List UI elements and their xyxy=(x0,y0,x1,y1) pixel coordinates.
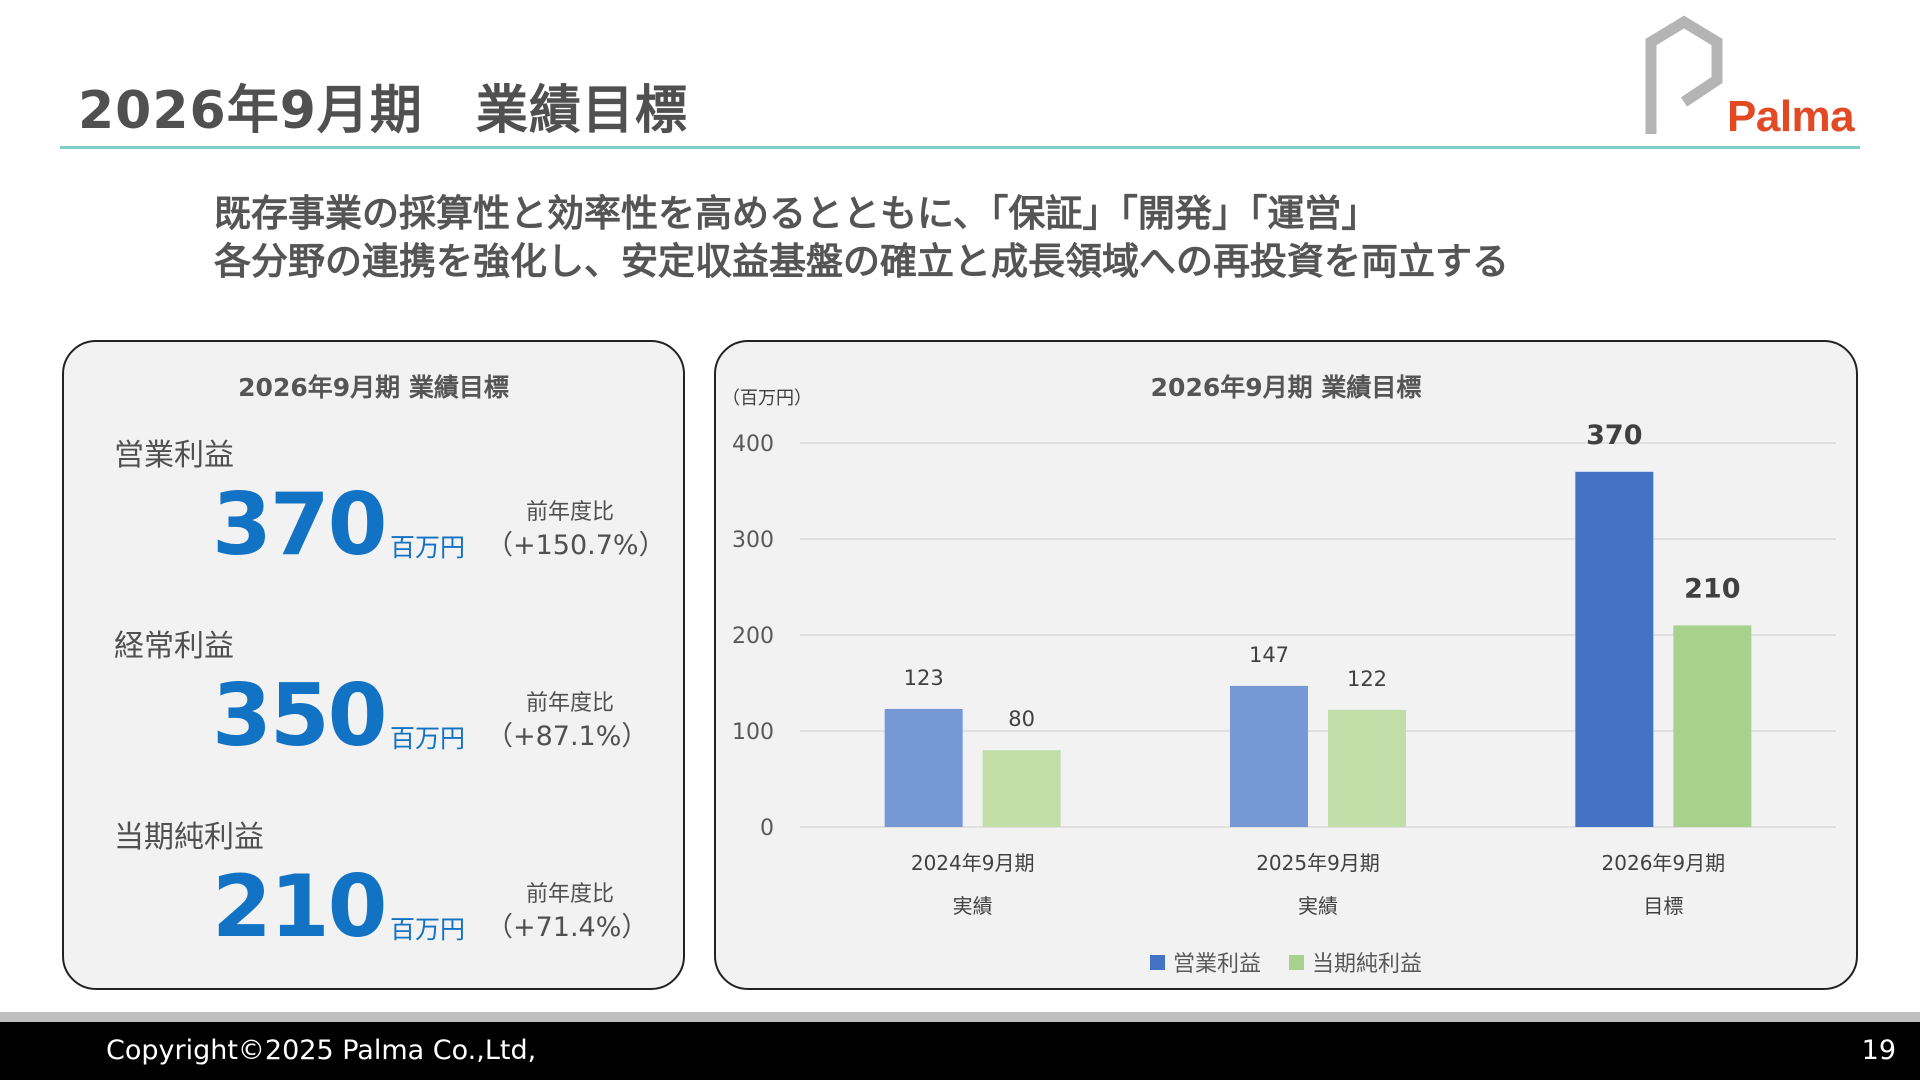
bar xyxy=(1575,471,1654,827)
y-tick-label: 0 xyxy=(760,816,774,841)
kpi-label: 当期純利益 xyxy=(114,820,264,855)
legend-label: 当期純利益 xyxy=(1312,952,1423,977)
footer-stripe xyxy=(0,1012,1920,1022)
bar xyxy=(1673,625,1752,827)
y-tick-label: 300 xyxy=(732,528,774,553)
footer: Copyright©2025 Palma Co.,Ltd, 19 xyxy=(0,1022,1920,1080)
y-tick-label: 100 xyxy=(732,720,774,745)
y-tick-label: 400 xyxy=(732,432,774,457)
data-label: 370 xyxy=(1586,420,1642,451)
subtitle-line-2: 各分野の連携を強化し、安定収益基盤の確立と成長領域への再投資を両立する xyxy=(214,240,1509,283)
data-label: 80 xyxy=(1008,707,1035,731)
subtitle-line-1: 既存事業の採算性と効率性を高めるとともに、「保証」「開発」「運営」 xyxy=(214,192,1379,235)
chart-panel: 2026年9月期 業績目標 （百万円） 0 100 200 300 400 123 80 202… xyxy=(714,340,1858,990)
chart-legend: 営業利益 当期純利益 xyxy=(716,946,1856,978)
kpi-value: 350 xyxy=(212,666,388,766)
bar-chart: （百万円）0100200300400123802024年9月期実績1471222… xyxy=(722,388,1836,918)
data-label: 147 xyxy=(1249,643,1289,667)
x-tick-label: 2024年9月期 xyxy=(911,851,1035,875)
data-label: 123 xyxy=(904,666,944,690)
title-divider xyxy=(60,146,1860,149)
kpi-compare-value: （+71.4%） xyxy=(486,912,649,943)
legend-item-operating-profit: 営業利益 xyxy=(1149,946,1261,978)
kpi-unit: 百万円 xyxy=(390,724,466,753)
kpi-compare-label: 前年度比 xyxy=(526,691,615,716)
x-tick-sublabel: 実績 xyxy=(1298,894,1338,918)
kpi-label: 営業利益 xyxy=(114,438,234,473)
palma-logo-icon xyxy=(1645,15,1723,134)
bar xyxy=(884,708,963,827)
kpi-value: 210 xyxy=(212,857,388,957)
kpi-compare-label: 前年度比 xyxy=(526,882,615,907)
kpi-value: 370 xyxy=(212,475,388,575)
subtitle: 既存事業の採算性と効率性を高めるとともに、「保証」「開発」「運営」 各分野の連携… xyxy=(214,190,1509,286)
legend-label: 営業利益 xyxy=(1172,952,1261,977)
kpi-unit: 百万円 xyxy=(390,915,466,944)
kpi-compare-value: （+87.1%） xyxy=(486,721,649,752)
x-tick-sublabel: 実績 xyxy=(953,894,993,918)
x-tick-sublabel: 目標 xyxy=(1643,894,1683,918)
y-axis-unit-label: （百万円） xyxy=(722,388,812,409)
page-number: 19 xyxy=(1861,1035,1896,1066)
kpi-compare-label: 前年度比 xyxy=(526,500,615,525)
bar xyxy=(1328,709,1406,827)
data-label: 210 xyxy=(1684,573,1740,604)
kpi-label: 経常利益 xyxy=(114,629,234,664)
data-label: 122 xyxy=(1347,667,1387,691)
logo-text: Palma xyxy=(1727,92,1855,141)
kpi-panel: 2026年9月期 業績目標 営業利益 370 百万円 前年度比 （+150.7%… xyxy=(62,340,685,990)
x-tick-label: 2026年9月期 xyxy=(1602,851,1726,875)
legend-swatch xyxy=(1149,954,1165,970)
kpi-compare-value: （+150.7%） xyxy=(486,530,666,561)
legend-item-net-income: 当期純利益 xyxy=(1289,946,1422,978)
bar xyxy=(1230,685,1308,827)
x-tick-label: 2025年9月期 xyxy=(1256,851,1380,875)
page-title: 2026年9月期 業績目標 xyxy=(78,81,688,141)
copyright-text: Copyright©2025 Palma Co.,Ltd, xyxy=(106,1035,537,1066)
bar xyxy=(982,750,1061,827)
chart-title: 2026年9月期 業績目標 xyxy=(1150,373,1422,402)
legend-swatch xyxy=(1289,954,1304,970)
kpi-unit: 百万円 xyxy=(390,533,466,562)
kpi-panel-title: 2026年9月期 業績目標 xyxy=(238,373,509,402)
y-tick-label: 200 xyxy=(732,624,774,649)
